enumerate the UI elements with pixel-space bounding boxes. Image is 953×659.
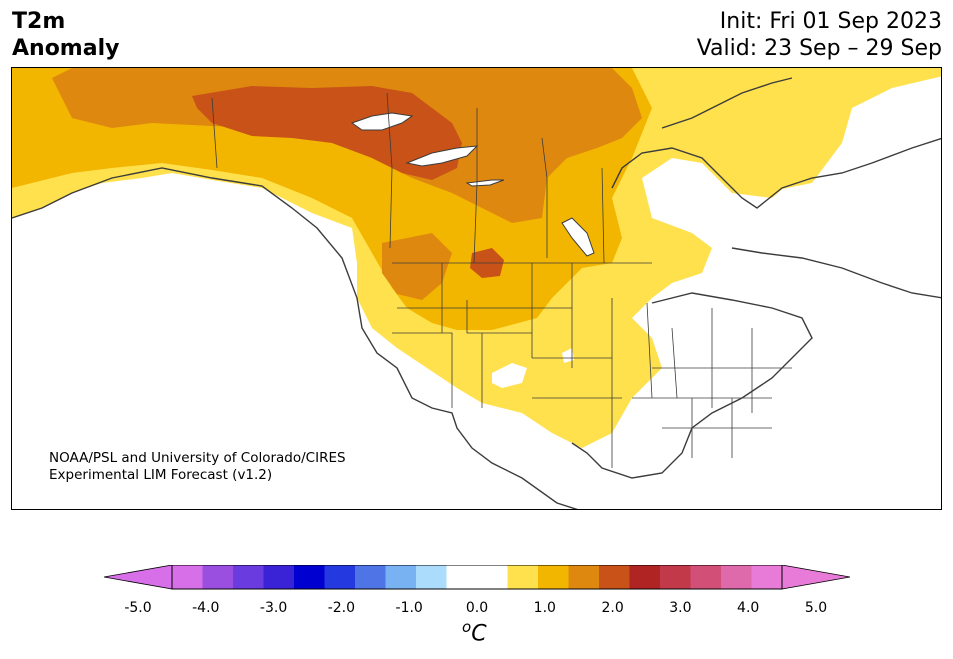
political-borders bbox=[211, 92, 792, 468]
title-variable: T2m bbox=[12, 9, 66, 34]
colorbar-tick-label: 5.0 bbox=[804, 600, 828, 616]
colorbar-bin bbox=[355, 565, 386, 589]
colorbar-bin bbox=[385, 565, 417, 589]
colorbar-bin bbox=[690, 565, 722, 589]
colorbar-tick-label: -5.0 bbox=[124, 600, 152, 616]
colorbar-bin bbox=[233, 565, 264, 589]
colorbar-bin bbox=[507, 565, 539, 589]
colorbar-tick-label: 2.0 bbox=[601, 600, 624, 616]
colorbar-bin bbox=[416, 565, 447, 589]
colorbar-tick-label: -3.0 bbox=[259, 600, 288, 616]
credit-text: NOAA/PSL and University of Colorado/CIRE… bbox=[49, 450, 346, 484]
anomaly-region-orange-south bbox=[382, 233, 452, 300]
colorbar-tick-label: 4.0 bbox=[737, 600, 760, 616]
anomaly-map-svg bbox=[12, 68, 941, 509]
lake-great-bear bbox=[350, 112, 414, 131]
anomaly-region-yellow-east bbox=[652, 68, 852, 190]
colorbar-bin bbox=[629, 565, 661, 589]
white-patch-utah bbox=[492, 363, 527, 388]
colorbar-bin bbox=[263, 565, 295, 589]
colorbar-bin bbox=[294, 565, 325, 589]
unit-celsius: C bbox=[471, 621, 487, 647]
colorbar-bin bbox=[202, 565, 234, 589]
white-patch-kansas bbox=[562, 348, 574, 363]
colorbar-extend-high bbox=[781, 565, 850, 590]
colorbar-bins bbox=[172, 565, 783, 589]
colorbar-outline bbox=[171, 565, 783, 590]
colorbar-extend-low bbox=[104, 565, 173, 590]
colorbar-bin bbox=[446, 565, 478, 589]
lake-athabasca bbox=[465, 179, 505, 187]
init-date: Init: Fri 01 Sep 2023 bbox=[719, 9, 942, 34]
lake-great-slave bbox=[405, 145, 479, 167]
unit-degree: o bbox=[462, 618, 472, 636]
colorbar bbox=[104, 565, 850, 590]
colorbar-tick-label: 1.0 bbox=[533, 600, 556, 616]
anomaly-region-dark-orange bbox=[192, 86, 462, 180]
colorbar-tick-label: -2.0 bbox=[327, 600, 356, 616]
colorbar-bin bbox=[568, 565, 600, 589]
colorbar-bin bbox=[721, 565, 752, 589]
anomaly-map bbox=[11, 67, 942, 510]
colorbar-bin bbox=[324, 565, 356, 589]
coastline bbox=[12, 77, 941, 509]
colorbar-tick-label: 0.0 bbox=[465, 600, 489, 616]
colorbar-bin bbox=[172, 565, 203, 589]
credit-line-1: NOAA/PSL and University of Colorado/CIRE… bbox=[49, 450, 346, 466]
map-title: T2m Anomaly bbox=[12, 8, 119, 62]
credit-line-2: Experimental LIM Forecast (v1.2) bbox=[49, 467, 273, 483]
colorbar-bin bbox=[477, 565, 508, 589]
forecast-dates: Init: Fri 01 Sep 2023 Valid: 23 Sep – 29… bbox=[697, 8, 942, 62]
colorbar-tick-label: 3.0 bbox=[669, 600, 692, 616]
title-subvariable: Anomaly bbox=[12, 36, 120, 61]
colorbar-bin bbox=[751, 565, 783, 589]
colorbar-bin bbox=[660, 565, 691, 589]
lake-winnipeg bbox=[561, 217, 595, 257]
colorbar-tick-label: -1.0 bbox=[395, 600, 423, 616]
colorbar-bin bbox=[538, 565, 569, 589]
unit-label: oC bbox=[462, 618, 487, 646]
valid-range: Valid: 23 Sep – 29 Sep bbox=[696, 36, 942, 61]
colorbar-bin bbox=[599, 565, 630, 589]
colorbar-tick-label: -4.0 bbox=[192, 600, 220, 616]
